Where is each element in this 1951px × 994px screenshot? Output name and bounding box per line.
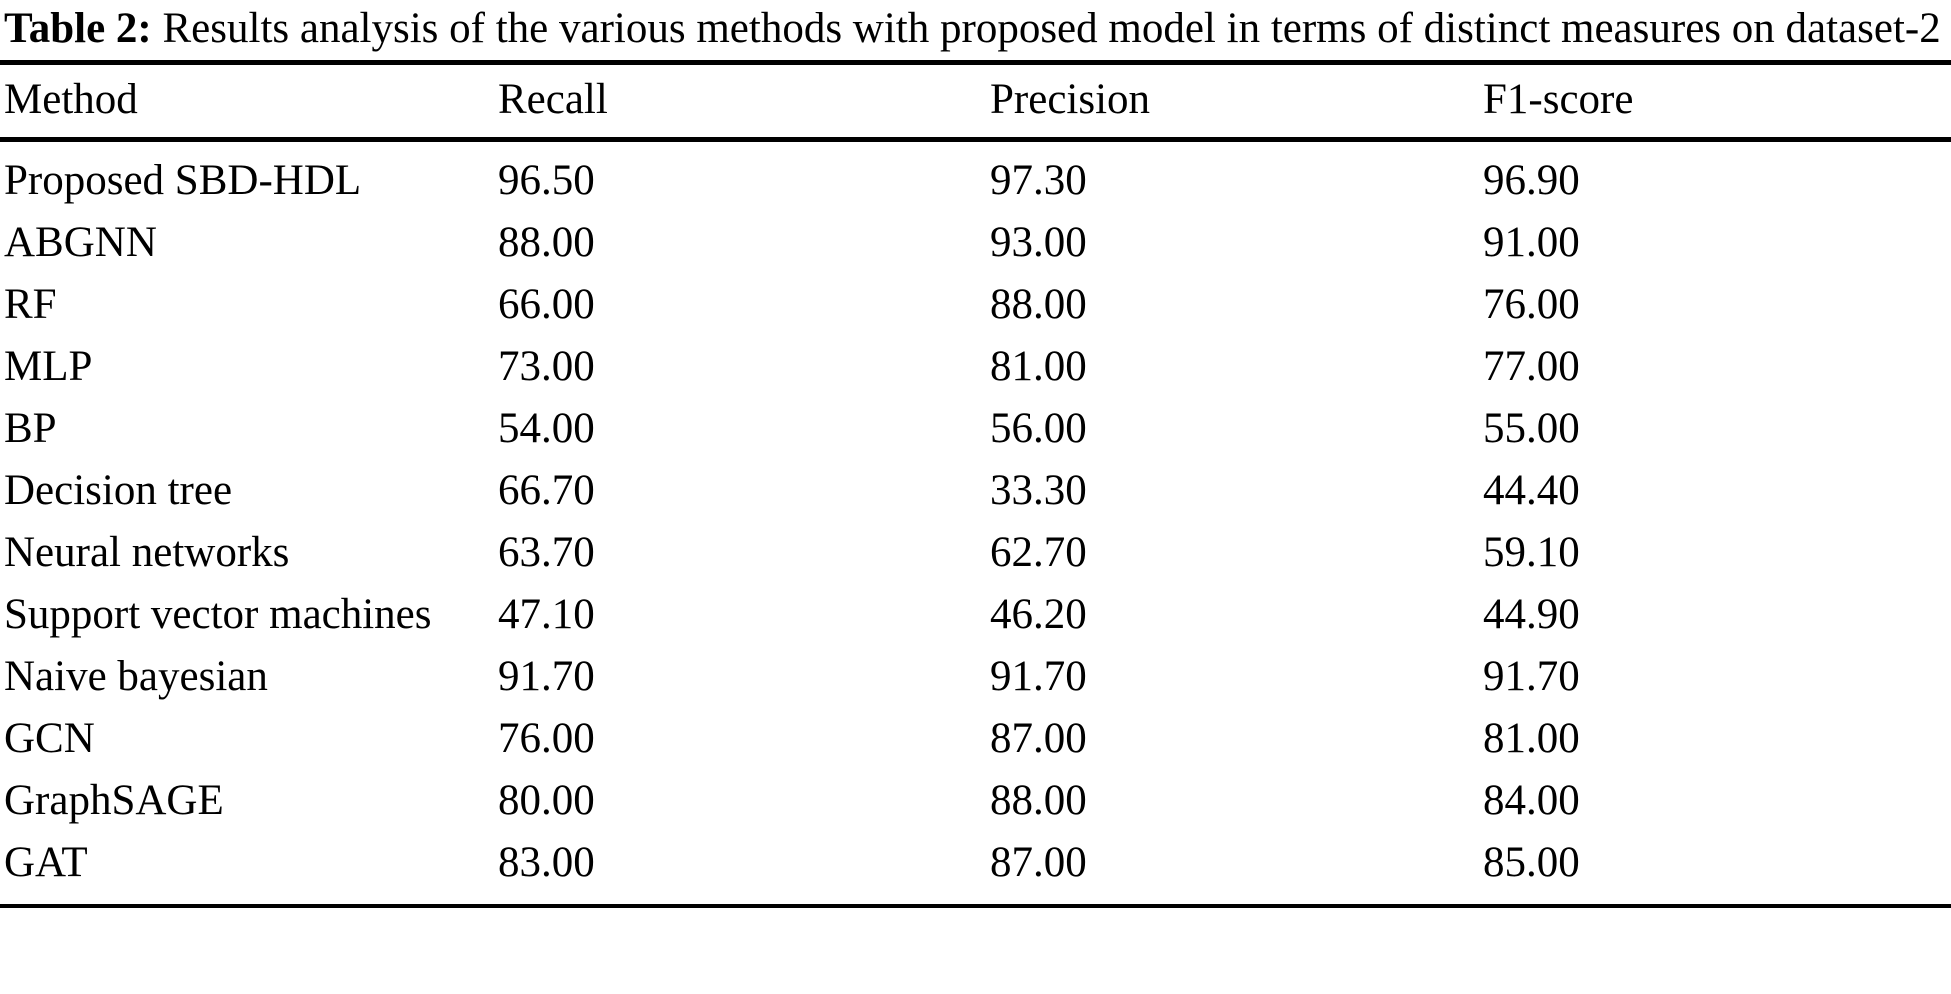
table-row: MLP 73.00 81.00 77.00 xyxy=(0,336,1951,398)
table-row: Support vector machines 47.10 46.20 44.90 xyxy=(0,584,1951,646)
f1-cell: 55.00 xyxy=(1483,405,1580,452)
table-caption-label: Table 2: xyxy=(4,5,152,52)
recall-cell: 47.10 xyxy=(498,591,595,638)
precision-cell: 87.00 xyxy=(990,839,1087,886)
f1-cell: 85.00 xyxy=(1483,839,1580,886)
method-cell: Decision tree xyxy=(4,467,233,514)
f1-cell: 76.00 xyxy=(1483,281,1580,328)
table-row: GCN 76.00 87.00 81.00 xyxy=(0,708,1951,770)
method-cell: Proposed SBD-HDL xyxy=(4,157,362,204)
method-cell: RF xyxy=(4,281,57,328)
precision-cell: 46.20 xyxy=(990,591,1087,638)
recall-cell: 54.00 xyxy=(498,405,595,452)
table-caption: Table 2: Results analysis of the various… xyxy=(0,0,1951,56)
recall-cell: 96.50 xyxy=(498,157,595,204)
recall-cell: 66.70 xyxy=(498,467,595,514)
col-header-f1-score: F1-score xyxy=(1483,76,1634,123)
method-cell: Support vector machines xyxy=(4,591,432,638)
recall-cell: 66.00 xyxy=(498,281,595,328)
recall-cell: 91.70 xyxy=(498,653,595,700)
results-table: Method Recall Precision F1-score Propose… xyxy=(0,60,1951,908)
precision-cell: 33.30 xyxy=(990,467,1087,514)
recall-cell: 63.70 xyxy=(498,529,595,576)
table-row: BP 54.00 56.00 55.00 xyxy=(0,398,1951,460)
table-row: Naive bayesian 91.70 91.70 91.70 xyxy=(0,646,1951,708)
recall-cell: 83.00 xyxy=(498,839,595,886)
method-cell: Neural networks xyxy=(4,529,290,576)
recall-cell: 88.00 xyxy=(498,219,595,266)
table-row: ABGNN 88.00 93.00 91.00 xyxy=(0,212,1951,274)
f1-cell: 81.00 xyxy=(1483,715,1580,762)
table-row: Decision tree 66.70 33.30 44.40 xyxy=(0,460,1951,522)
method-cell: BP xyxy=(4,405,57,452)
f1-cell: 44.90 xyxy=(1483,591,1580,638)
precision-cell: 91.70 xyxy=(990,653,1087,700)
table-row: GAT 83.00 87.00 85.00 xyxy=(0,832,1951,906)
f1-cell: 59.10 xyxy=(1483,529,1580,576)
f1-cell: 44.40 xyxy=(1483,467,1580,514)
f1-cell: 96.90 xyxy=(1483,157,1580,204)
precision-cell: 87.00 xyxy=(990,715,1087,762)
method-cell: GraphSAGE xyxy=(4,777,224,824)
method-cell: MLP xyxy=(4,343,93,390)
recall-cell: 73.00 xyxy=(498,343,595,390)
precision-cell: 56.00 xyxy=(990,405,1087,452)
precision-cell: 81.00 xyxy=(990,343,1087,390)
method-cell: ABGNN xyxy=(4,219,157,266)
precision-cell: 62.70 xyxy=(990,529,1087,576)
col-header-recall: Recall xyxy=(498,76,608,123)
f1-cell: 84.00 xyxy=(1483,777,1580,824)
col-header-precision: Precision xyxy=(990,76,1151,123)
recall-cell: 76.00 xyxy=(498,715,595,762)
table-row: GraphSAGE 80.00 88.00 84.00 xyxy=(0,770,1951,832)
table-row: RF 66.00 88.00 76.00 xyxy=(0,274,1951,336)
method-cell: GAT xyxy=(4,839,88,886)
f1-cell: 77.00 xyxy=(1483,343,1580,390)
f1-cell: 91.70 xyxy=(1483,653,1580,700)
recall-cell: 80.00 xyxy=(498,777,595,824)
col-header-method: Method xyxy=(4,76,138,123)
precision-cell: 97.30 xyxy=(990,157,1087,204)
method-cell: Naive bayesian xyxy=(4,653,268,700)
precision-cell: 93.00 xyxy=(990,219,1087,266)
precision-cell: 88.00 xyxy=(990,777,1087,824)
results-table-body: Proposed SBD-HDL 96.50 97.30 96.90 ABGNN 88.0… xyxy=(0,140,1951,907)
table-row: Neural networks 63.70 62.70 59.10 xyxy=(0,522,1951,584)
precision-cell: 88.00 xyxy=(990,281,1087,328)
f1-cell: 91.00 xyxy=(1483,219,1580,266)
table-caption-text: Results analysis of the various methods … xyxy=(151,5,1941,52)
table-header-row: Method Recall Precision F1-score xyxy=(0,63,1951,140)
method-cell: GCN xyxy=(4,715,95,762)
table-row: Proposed SBD-HDL 96.50 97.30 96.90 xyxy=(0,140,1951,213)
